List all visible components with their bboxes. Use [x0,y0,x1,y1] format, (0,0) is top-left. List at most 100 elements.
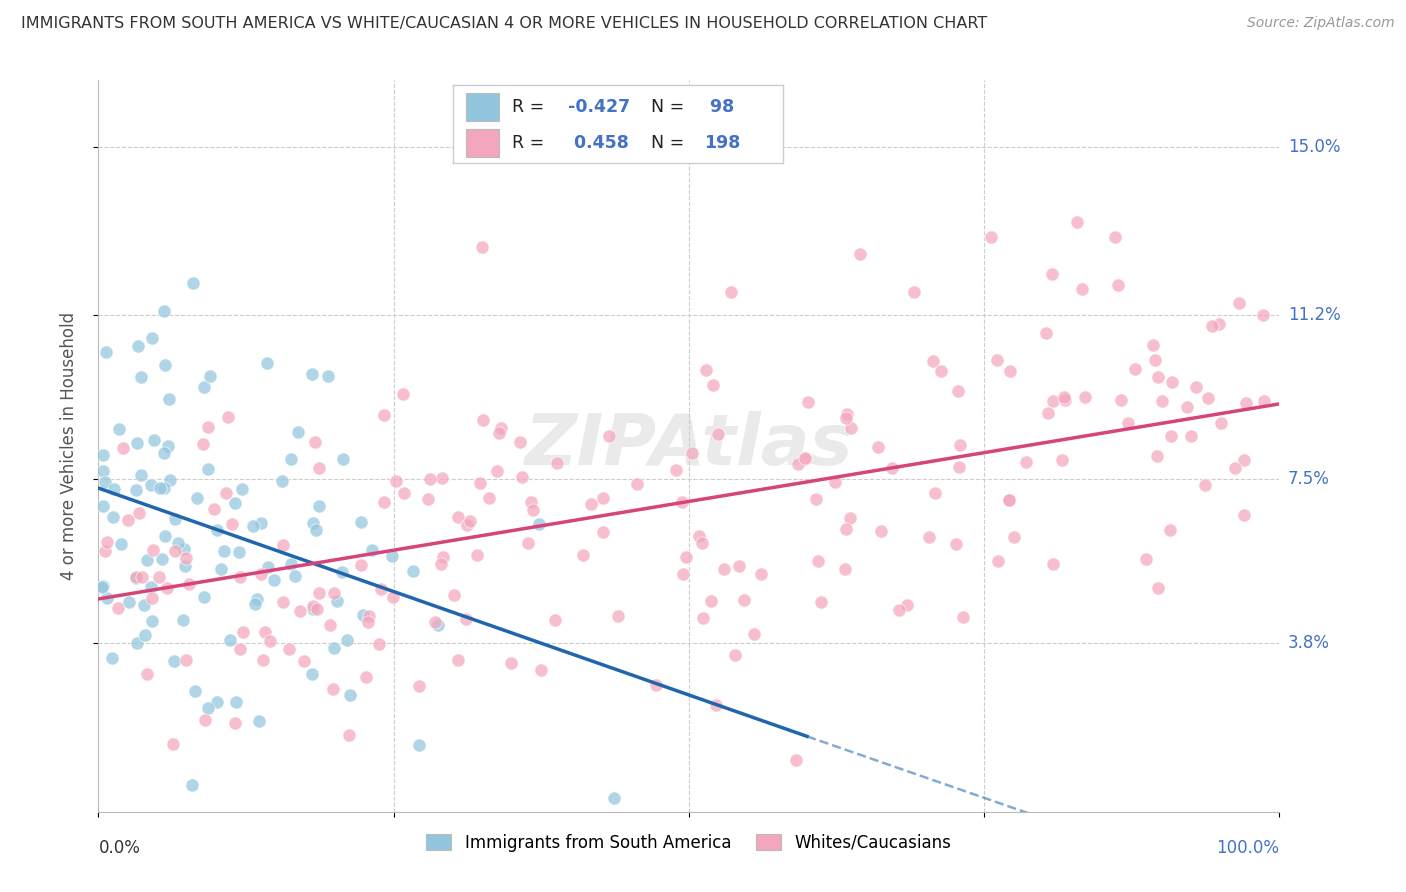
Point [572,548,595,562]
Point [90,580,112,594]
Point [194,713,217,727]
Point [429,557,451,571]
Point [354,670,377,684]
Point [1142,337,1164,351]
Point [228,545,250,559]
Point [165,511,187,525]
Point [465,548,488,562]
Point [499,656,522,670]
Point [839,511,862,525]
Point [607,608,630,623]
Point [380,549,402,564]
Point [165,543,187,558]
Point [675,549,697,564]
Point [1035,326,1057,340]
Point [139,478,162,492]
Point [117,513,139,527]
Point [922,353,945,368]
Point [277,641,299,656]
Point [111,441,134,455]
Point [671,495,693,509]
Point [93,475,115,490]
Point [219,633,242,648]
Point [695,363,717,377]
Point [301,666,323,681]
Point [249,516,271,530]
Text: 0.458: 0.458 [568,134,630,152]
Point [302,516,325,531]
Point [225,695,247,709]
Point [215,486,238,500]
Point [1201,319,1223,334]
Text: R =: R = [512,134,550,152]
Point [544,613,567,627]
Point [166,535,188,549]
Point [1053,393,1076,408]
Point [626,476,648,491]
Point [1074,390,1097,404]
Point [849,246,872,260]
Point [463,118,485,132]
Point [527,516,550,531]
Point [1036,406,1059,420]
Point [402,564,425,578]
Point [152,552,174,566]
Point [742,627,765,641]
Text: N =: N = [651,134,690,152]
Point [903,285,925,300]
Point [486,465,509,479]
Point [101,651,124,665]
Point [841,421,863,435]
Point [1160,429,1182,443]
Point [149,481,172,495]
Point [598,429,620,443]
Point [1197,391,1219,405]
Point [308,586,330,600]
Point [357,608,380,623]
Point [1159,524,1181,538]
Point [1070,282,1092,296]
Point [301,368,323,382]
Point [426,618,449,632]
Point [987,554,1010,568]
Point [488,426,510,441]
Point [1180,428,1202,442]
Point [129,468,152,483]
Point [1147,581,1170,595]
Point [1227,296,1250,310]
Point [1175,400,1198,414]
Point [302,599,325,613]
Point [510,470,533,484]
Point [690,536,713,550]
Point [139,580,162,594]
Point [1146,449,1168,463]
Point [998,492,1021,507]
Point [360,543,382,558]
Point [153,481,176,495]
Point [794,451,817,466]
Point [1002,530,1025,544]
Point [124,570,146,584]
Point [1123,361,1146,376]
Point [172,613,194,627]
Point [110,537,132,551]
Point [603,791,626,805]
Point [1150,394,1173,409]
Point [118,594,141,608]
Point [454,612,477,626]
Point [271,539,294,553]
Point [152,446,174,460]
Point [522,502,544,516]
Point [224,716,246,731]
Point [592,525,614,540]
Point [212,543,235,558]
Point [287,425,309,440]
Point [207,523,229,537]
Point [1135,552,1157,566]
Point [447,653,470,667]
Point [91,499,114,513]
Point [162,737,184,751]
Point [256,355,278,369]
Point [1042,394,1064,409]
Point [134,628,156,642]
